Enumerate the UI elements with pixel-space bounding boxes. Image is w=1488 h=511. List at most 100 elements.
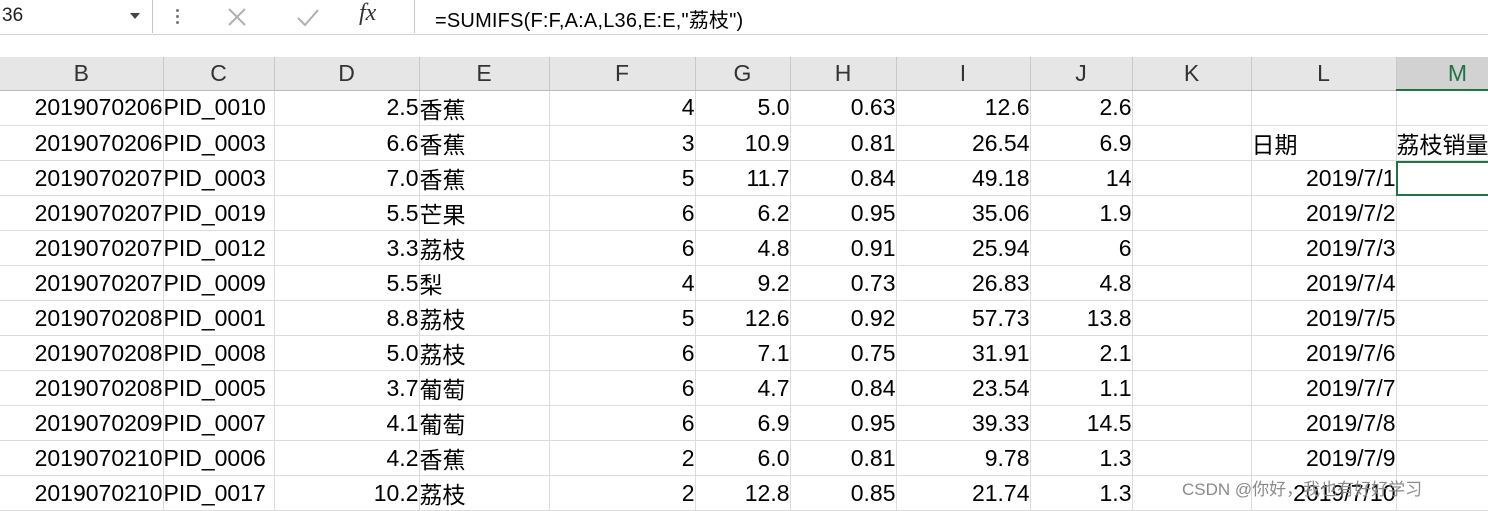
cell-g[interactable]: 10.9 [695, 125, 791, 161]
cell-i[interactable]: 12.6 [896, 90, 1031, 126]
column-header-i[interactable]: I [896, 57, 1031, 91]
drag-handle-icon[interactable] [168, 5, 188, 29]
column-header-d[interactable]: D [274, 57, 420, 91]
cell-h[interactable]: 0.95 [790, 195, 897, 231]
cell-e[interactable]: 香蕉 [419, 90, 550, 126]
cell-j[interactable]: 2.6 [1030, 90, 1133, 126]
cell-i[interactable]: 26.54 [896, 125, 1031, 161]
cell-k[interactable] [1132, 440, 1252, 476]
enter-button[interactable] [282, 0, 332, 33]
cell-l[interactable]: 2019/7/8 [1251, 405, 1397, 441]
cell-j[interactable]: 1.3 [1030, 440, 1133, 476]
cell-f[interactable]: 5 [549, 300, 696, 336]
cell-c[interactable]: PID_0008 [163, 335, 275, 371]
cell-c[interactable]: PID_0003 [163, 160, 275, 196]
cell-i[interactable]: 35.06 [896, 195, 1031, 231]
cell-j[interactable]: 6.9 [1030, 125, 1133, 161]
cell-i[interactable]: 57.73 [896, 300, 1031, 336]
column-header-b[interactable]: B [0, 57, 164, 91]
cell-e[interactable]: 香蕉 [419, 125, 550, 161]
cell-j[interactable]: 14 [1030, 160, 1133, 196]
cell-c[interactable]: PID_0005 [163, 370, 275, 406]
cell-g[interactable]: 6.9 [695, 405, 791, 441]
chevron-down-icon[interactable] [130, 13, 140, 19]
cell-g[interactable]: 4.7 [695, 370, 791, 406]
cell-e[interactable]: 荔枝 [419, 475, 550, 511]
cell-k[interactable] [1132, 195, 1252, 231]
cell-f[interactable]: 2 [549, 440, 696, 476]
cell-c[interactable]: PID_0007 [163, 405, 275, 441]
cell-h[interactable]: 0.81 [790, 125, 897, 161]
cell-b[interactable]: 2019070207 [0, 265, 164, 301]
cell-e[interactable]: 芒果 [419, 195, 550, 231]
cell-m[interactable]: 23 [1396, 405, 1488, 441]
cell-i[interactable]: 49.18 [896, 160, 1031, 196]
cell-b[interactable]: 2019070207 [0, 195, 164, 231]
cell-l[interactable]: 2019/7/4 [1251, 265, 1397, 301]
cell-i[interactable]: 26.83 [896, 265, 1031, 301]
cell-d[interactable]: 5.5 [274, 195, 420, 231]
column-header-m[interactable]: M [1396, 57, 1488, 91]
cell-l[interactable] [1251, 90, 1397, 126]
cell-c[interactable]: PID_0017 [163, 475, 275, 511]
active-cell[interactable]: 22 [1396, 160, 1488, 196]
cell-d[interactable]: 5.5 [274, 265, 420, 301]
cell-i[interactable]: 23.54 [896, 370, 1031, 406]
cell-k[interactable] [1132, 90, 1252, 126]
cell-m[interactable]: 35 [1396, 230, 1488, 266]
cell-f[interactable]: 3 [549, 125, 696, 161]
formula-input[interactable]: =SUMIFS(F:F,A:A,L36,E:E,"荔枝") [414, 0, 1488, 33]
cell-d[interactable]: 3.7 [274, 370, 420, 406]
cell-g[interactable]: 12.8 [695, 475, 791, 511]
cell-l[interactable]: 2019/7/1 [1251, 160, 1397, 196]
cell-h[interactable]: 0.85 [790, 475, 897, 511]
cell-f[interactable]: 4 [549, 90, 696, 126]
cell-c[interactable]: PID_0006 [163, 440, 275, 476]
cell-g[interactable]: 4.8 [695, 230, 791, 266]
cell-l[interactable]: 2019/7/3 [1251, 230, 1397, 266]
cell-g[interactable]: 6.0 [695, 440, 791, 476]
cell-e[interactable]: 荔枝 [419, 300, 550, 336]
cell-j[interactable]: 1.1 [1030, 370, 1133, 406]
cell-d[interactable]: 3.3 [274, 230, 420, 266]
cell-i[interactable]: 31.91 [896, 335, 1031, 371]
cell-e[interactable]: 荔枝 [419, 335, 550, 371]
cell-d[interactable]: 8.8 [274, 300, 420, 336]
cell-h[interactable]: 0.63 [790, 90, 897, 126]
column-header-h[interactable]: H [790, 57, 897, 91]
cell-f[interactable]: 4 [549, 265, 696, 301]
cell-c[interactable]: PID_0019 [163, 195, 275, 231]
cell-h[interactable]: 0.73 [790, 265, 897, 301]
cell-b[interactable]: 2019070207 [0, 160, 164, 196]
cell-i[interactable]: 39.33 [896, 405, 1031, 441]
column-header-k[interactable]: K [1132, 57, 1252, 91]
cell-c[interactable]: PID_0012 [163, 230, 275, 266]
cell-j[interactable]: 1.3 [1030, 475, 1133, 511]
cell-h[interactable]: 0.81 [790, 440, 897, 476]
cell-e[interactable]: 梨 [419, 265, 550, 301]
cell-d[interactable]: 5.0 [274, 335, 420, 371]
column-header-e[interactable]: E [419, 57, 550, 91]
cell-f[interactable]: 6 [549, 195, 696, 231]
cell-h[interactable]: 0.75 [790, 335, 897, 371]
cell-f[interactable]: 6 [549, 230, 696, 266]
cell-h[interactable]: 0.92 [790, 300, 897, 336]
cell-i[interactable]: 9.78 [896, 440, 1031, 476]
cell-k[interactable] [1132, 300, 1252, 336]
cell-c[interactable]: PID_0003 [163, 125, 275, 161]
cell-j[interactable]: 2.1 [1030, 335, 1133, 371]
cell-k[interactable] [1132, 125, 1252, 161]
cell-d[interactable]: 7.0 [274, 160, 420, 196]
cell-j[interactable]: 14.5 [1030, 405, 1133, 441]
cell-e[interactable]: 荔枝 [419, 230, 550, 266]
cell-b[interactable]: 2019070206 [0, 90, 164, 126]
cell-l[interactable]: 2019/7/2 [1251, 195, 1397, 231]
cell-b[interactable]: 2019070207 [0, 230, 164, 266]
column-header-j[interactable]: J [1030, 57, 1133, 91]
insert-function-button[interactable]: fx [359, 0, 377, 26]
cell-k[interactable] [1132, 335, 1252, 371]
cell-l[interactable]: 2019/7/5 [1251, 300, 1397, 336]
cell-c[interactable]: PID_0010 [163, 90, 275, 126]
cell-b[interactable]: 2019070208 [0, 370, 164, 406]
cell-l[interactable]: 2019/7/6 [1251, 335, 1397, 371]
